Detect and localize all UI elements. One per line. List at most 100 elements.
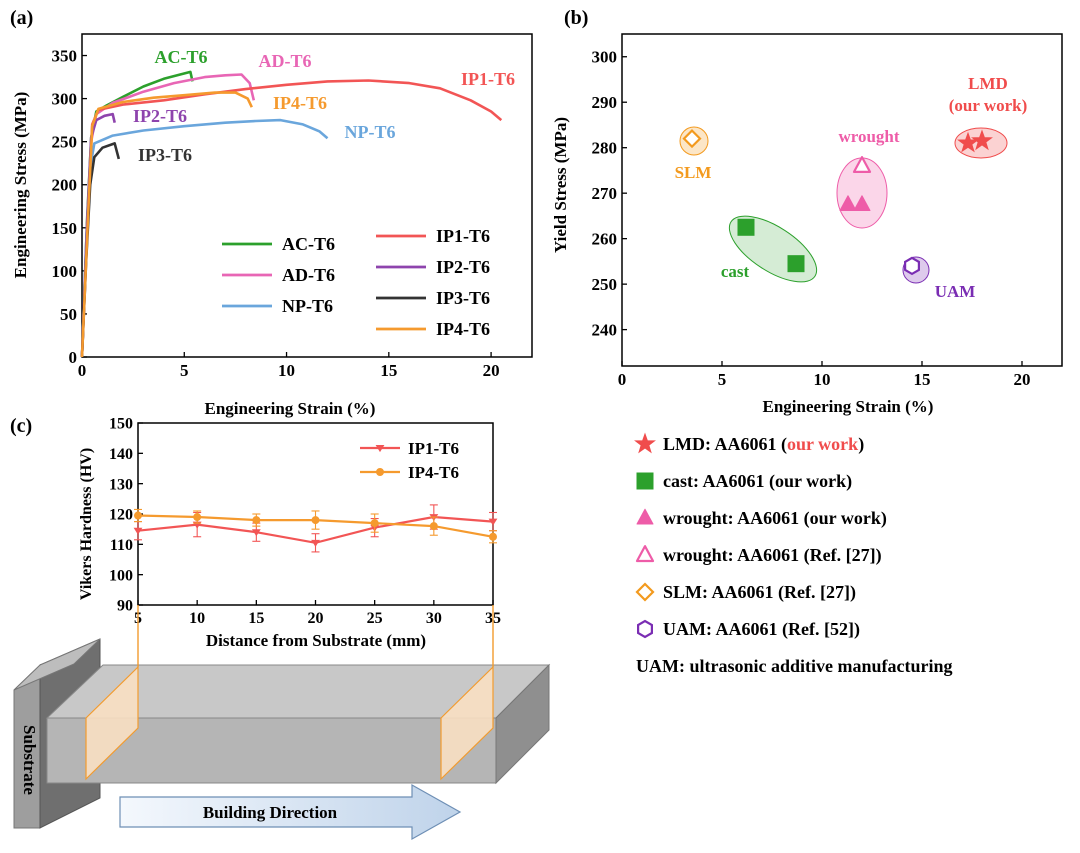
panel-b-yield-scatter-chart: (b) 0 5 10 15 20 240 250 260 270 280 290 300 LMD (o…: [551, 7, 1063, 416]
panel-c-hardness-chart: (c) 510152025303590100110120130140150 IP…: [10, 415, 501, 650]
c-legend-label-ip1: IP1-T6: [408, 439, 459, 458]
panel-a-x-tick-label: 20: [483, 361, 500, 380]
panel-c-y-tick-label: 100: [109, 567, 133, 584]
panel-c-y-tick-label: 150: [109, 416, 133, 433]
panel-a-y-tick-label: 300: [52, 90, 78, 109]
panel-a-legend: AC-T6 AD-T6 NP-T6 IP1-T6 IP2-T6 IP3-T6 IP4-T6: [222, 226, 490, 339]
hardness-point-ip4-1: [134, 511, 142, 520]
panel-c-series: [133, 504, 498, 553]
panel-b-y-tick-label: 290: [592, 93, 618, 112]
panel-c-x-tick-label: 10: [189, 610, 205, 627]
panel-c-y-tick-label: 130: [109, 476, 133, 493]
slm-group-label: SLM: [675, 163, 712, 182]
legend-entry-1: LMD: AA6061 (our work): [663, 434, 864, 455]
lmd-group-sublabel: (our work): [949, 96, 1028, 115]
panel-b-axes: 0 5 10 15 20 240 250 260 270 280 290 300: [592, 33, 1063, 389]
legend-label-np: NP-T6: [282, 296, 333, 316]
panel-a-x-axis-label: Engineering Strain (%): [205, 399, 376, 418]
panel-a-y-tick-label: 50: [60, 305, 77, 324]
legend-entry-text: UAM: ultrasonic additive manufacturing: [636, 656, 953, 676]
legend-entry-text: SLM: AA6061 (Ref. [27]): [663, 582, 856, 603]
panel-a-y-tick-label: 0: [69, 348, 78, 367]
point-cast-1: [737, 218, 755, 236]
panel-b-y-tick-label: 240: [592, 321, 618, 340]
panel-b-y-tick-label: 270: [592, 184, 618, 203]
panel-b-frame: [621, 33, 1063, 367]
point-uam-1: [903, 256, 921, 276]
panel-a-y-tick-label: 100: [52, 262, 78, 281]
panel-a-y-tick-label: 150: [52, 219, 78, 238]
legend-marker-3: [636, 508, 654, 525]
panel-b-x-axis-label: Engineering Strain (%): [763, 397, 934, 416]
panel-b-points: [682, 129, 993, 276]
panel-a-y-tick-label: 350: [52, 46, 78, 65]
panel-c-y-axis-label: Vikers Hardness (HV): [78, 448, 95, 600]
section-plane-right: [440, 665, 494, 781]
hardness-point-ip4-6: [429, 522, 438, 531]
hardness-point-ip1-7: [488, 518, 498, 526]
point-cast-2: [787, 255, 805, 273]
hardness-point-ip4-7: [489, 532, 497, 541]
panel-a-x-tick-label: 5: [180, 361, 189, 380]
legend-marker-5: [635, 582, 655, 602]
legend-marker-4: [635, 545, 655, 563]
panel-c-x-tick-label: 15: [248, 610, 264, 627]
legend-label-ip3: IP3-T6: [436, 288, 490, 308]
panel-a-y-axis-label: Engineering Stress (MPa): [11, 92, 30, 279]
panel-b-x-tick-label: 15: [914, 370, 931, 389]
hardness-point-ip1-3: [251, 529, 261, 537]
annotation-np: NP-T6: [345, 122, 396, 142]
legend-entry-4: wrought: AA6061 (Ref. [27]): [663, 545, 882, 566]
panel-c-label: (c): [10, 415, 32, 437]
building-direction-arrow: [119, 783, 462, 841]
point-wrought-2: [853, 195, 871, 212]
annotation-ip2: IP2-T6: [133, 106, 187, 126]
building-direction-label: Building Direction: [203, 803, 338, 822]
panel-a-x-tick-label: 10: [278, 361, 295, 380]
legend-entry-2: cast: AA6061 (our work): [663, 471, 852, 492]
point-lmd-2: [971, 129, 993, 151]
substrate-label: Substrate: [20, 725, 39, 795]
legend-entry-5: SLM: AA6061 (Ref. [27]): [663, 582, 856, 603]
panel-c-y-tick-label: 90: [117, 598, 133, 615]
point-wrought-ref-1: [852, 155, 872, 173]
panel-b-y-tick-label: 250: [592, 275, 618, 294]
legend-label-ip1: IP1-T6: [436, 226, 490, 246]
panel-b-label: (b): [564, 7, 588, 29]
panel-a-series: [80, 70, 503, 358]
wrought-group-label: wrought: [838, 127, 899, 146]
legend-entry-3: wrought: AA6061 (our work): [663, 508, 887, 529]
panel-c-x-tick-label: 20: [308, 610, 324, 627]
lmd-group-label: LMD: [968, 74, 1008, 93]
panel-b-legend: LMD: AA6061 (our work) cast: AA6061 (our …: [634, 432, 953, 676]
legend-entry-7: UAM: ultrasonic additive manufacturing: [636, 656, 953, 676]
panel-c-y-tick-label: 140: [109, 446, 133, 463]
hardness-point-ip4-2: [193, 513, 202, 522]
legend-marker-1: [634, 432, 656, 454]
panel-b-y-axis-label: Yield Stress (MPa): [551, 117, 570, 253]
legend-entry-text: cast: AA6061 (our work): [663, 471, 852, 492]
curve-ip4: [80, 91, 253, 358]
panel-b-x-tick-label: 10: [814, 370, 831, 389]
legend-label-ip4: IP4-T6: [436, 319, 490, 339]
panel-c-y-tick-label: 110: [110, 537, 133, 554]
panel-c-x-tick-label: 25: [367, 610, 383, 627]
section-plane-left: [85, 665, 139, 781]
panel-c-x-tick-label: 30: [426, 610, 442, 627]
c-legend-label-ip4: IP4-T6: [408, 463, 459, 482]
legend-entry-text-end: ): [858, 434, 864, 455]
legend-entry-text: UAM: AA6061 (Ref. [52]): [663, 619, 860, 640]
legend-label-ac: AC-T6: [282, 234, 335, 254]
deposited-block: [45, 663, 551, 785]
annotation-ip3: IP3-T6: [138, 145, 192, 165]
legend-entry-highlight: our work: [787, 434, 858, 454]
hardness-point-ip4-3: [252, 516, 261, 525]
legend-entry-text: LMD: AA6061 (: [663, 434, 787, 455]
legend-entry-6: UAM: AA6061 (Ref. [52]): [663, 619, 860, 640]
c-legend-marker-ip1: [375, 445, 385, 453]
hardness-point-ip1-4: [311, 539, 320, 547]
annotation-ip4: IP4-T6: [273, 93, 327, 113]
panel-a-label: (a): [10, 7, 33, 29]
